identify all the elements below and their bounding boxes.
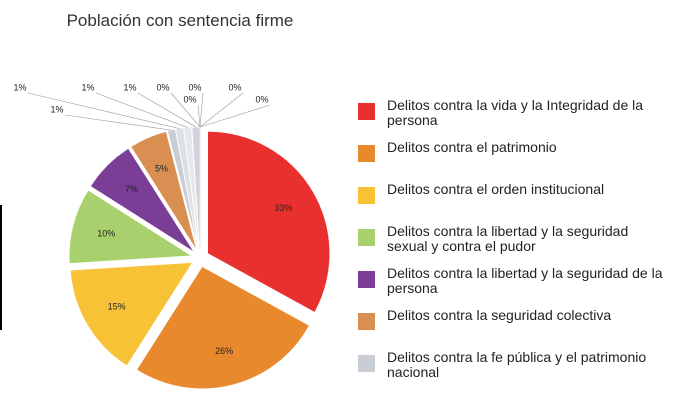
legend-item: Delitos contra la seguridad colectiva: [358, 308, 673, 350]
legend-swatch: [358, 229, 375, 246]
data-label: 7%: [125, 184, 138, 194]
legend-swatch: [358, 313, 375, 330]
leader-line: [64, 114, 172, 131]
leader-line: [95, 92, 188, 128]
legend-item: Delitos contra la libertad y la segurida…: [358, 224, 673, 266]
data-label: 10%: [97, 228, 115, 238]
legend-swatch: [358, 103, 375, 120]
data-label: 0%: [228, 82, 241, 92]
pie-slice: [130, 131, 197, 250]
data-label: 1%: [123, 82, 136, 92]
pie-slice: [175, 127, 199, 250]
data-label: 1%: [81, 82, 94, 92]
leader-line: [170, 92, 201, 128]
leader-line: [27, 92, 180, 129]
data-label: 5%: [155, 163, 168, 173]
data-label: 0%: [188, 82, 201, 92]
legend-label: Delitos contra la libertad y la segurida…: [387, 223, 629, 254]
pie-slice: [207, 131, 330, 313]
legend-swatch: [358, 145, 375, 162]
legend-label: Delitos contra la libertad y la segurida…: [387, 265, 663, 296]
legend-item: Delitos contra la vida y la Integridad d…: [358, 98, 673, 140]
data-label: 15%: [108, 302, 126, 312]
data-label: 1%: [50, 104, 63, 114]
data-label: 0%: [183, 94, 196, 104]
leader-line: [199, 104, 271, 128]
legend-label: Delitos contra el orden institucional: [387, 181, 605, 197]
data-label: 26%: [215, 346, 233, 356]
legend-label: Delitos contra la seguridad colectiva: [387, 307, 612, 323]
pie-slice: [69, 190, 193, 264]
data-label: 33%: [274, 203, 292, 213]
data-label: 0%: [156, 82, 169, 92]
legend-label: Delitos contra el patrimonio: [387, 139, 557, 155]
legend-item: Delitos contra el patrimonio: [358, 140, 673, 182]
legend-swatch: [358, 355, 375, 372]
legend-swatch: [358, 187, 375, 204]
legend-item: Delitos contra la libertad y la segurida…: [358, 266, 673, 308]
pie-slice: [70, 262, 193, 366]
pie-slice: [183, 127, 200, 250]
leader-line: [199, 92, 204, 128]
pie-slice: [136, 266, 310, 389]
legend-swatch: [358, 271, 375, 288]
leader-line: [199, 92, 244, 128]
pie-slice: [90, 148, 194, 252]
legend-item: Delitos contra la fe pública y el patrim…: [358, 350, 673, 392]
legend-label: Delitos contra la fe pública y el patrim…: [387, 349, 647, 380]
data-label: 0%: [255, 94, 268, 104]
data-label: 1%: [13, 82, 26, 92]
chart-title: Población con sentencia firme: [66, 11, 294, 30]
leader-line: [197, 104, 201, 128]
leader-line: [137, 92, 197, 128]
legend-item: Delitos contra el orden institucional: [358, 182, 673, 224]
legend-label: Delitos contra la vida y la Integridad d…: [387, 97, 644, 128]
legend: Delitos contra la vida y la Integridad d…: [358, 98, 673, 392]
pie-slice: [167, 129, 199, 250]
